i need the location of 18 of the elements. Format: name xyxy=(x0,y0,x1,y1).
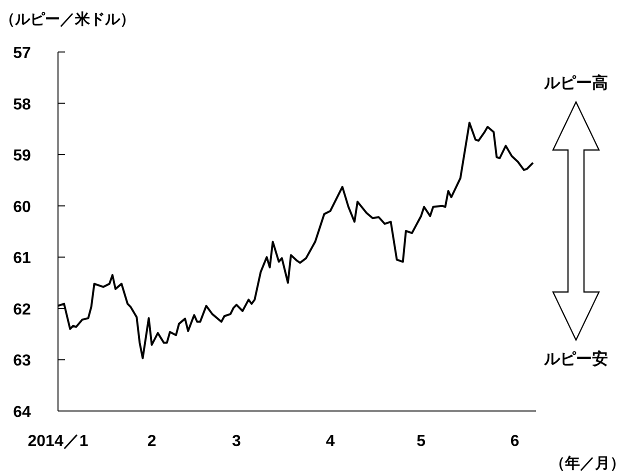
y-tick-label: 61 xyxy=(13,250,31,268)
x-tick-label: 6 xyxy=(510,433,520,450)
x-tick-label: 4 xyxy=(326,433,335,450)
text: ルピー安 xyxy=(543,349,608,368)
y-tick-label: 63 xyxy=(13,352,31,370)
y-tick-label: 58 xyxy=(13,96,31,114)
x-tick-label: 2 xyxy=(147,433,156,450)
x-tick-label: 2014／1 xyxy=(28,433,88,450)
x-tick-label: 5 xyxy=(416,433,426,450)
y-tick-label: 57 xyxy=(13,45,31,62)
y-tick-label: 64 xyxy=(13,404,31,421)
y-tick-label: 62 xyxy=(13,301,31,318)
x-axis-title: （年／月） xyxy=(550,455,625,472)
y-tick-label: 60 xyxy=(13,198,31,216)
text: ルピー高 xyxy=(543,73,608,92)
x-tick-label: 3 xyxy=(232,433,242,450)
y-axis-title: （ルピー／米ドル） xyxy=(0,11,135,28)
y-tick-label: 59 xyxy=(13,148,31,165)
